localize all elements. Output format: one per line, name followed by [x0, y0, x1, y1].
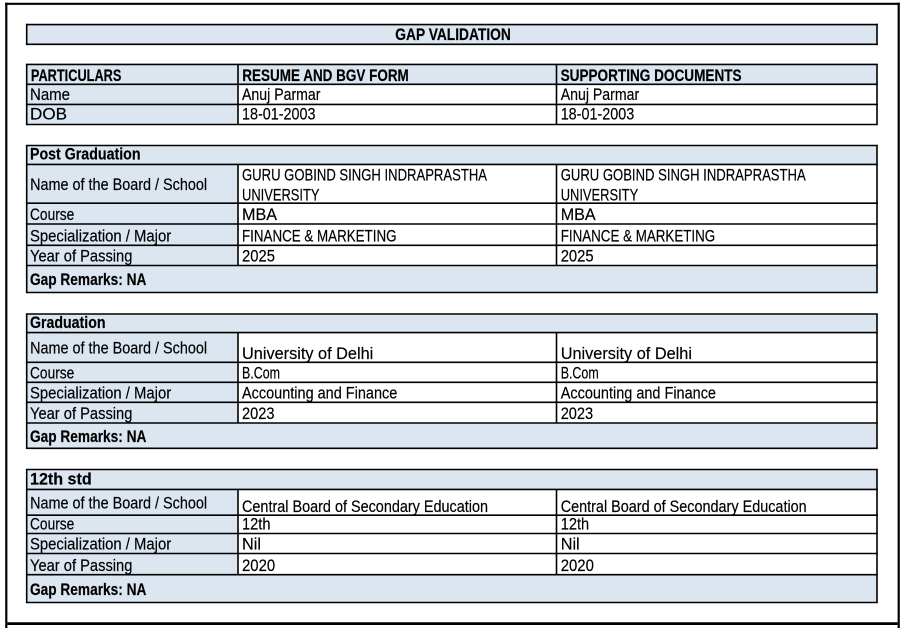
svg-text:MBA: MBA — [561, 205, 597, 224]
svg-text:Specialization / Major: Specialization / Major — [30, 384, 171, 403]
svg-text:Specialization / Major: Specialization / Major — [30, 535, 171, 554]
svg-text:Name of the Board / School: Name of the Board / School — [30, 339, 207, 358]
svg-text:B.Com: B.Com — [561, 364, 599, 383]
svg-text:PARTICULARS: PARTICULARS — [31, 66, 122, 85]
svg-text:Gap Remarks: NA: Gap Remarks: NA — [30, 270, 146, 289]
svg-text:Graduation: Graduation — [30, 313, 106, 332]
svg-text:Gap Remarks: NA: Gap Remarks: NA — [30, 580, 146, 599]
svg-text:18-01-2003: 18-01-2003 — [242, 105, 316, 124]
svg-text:Central Board of Secondary Edu: Central Board of Secondary Education — [242, 497, 488, 516]
svg-text:B.Com: B.Com — [242, 364, 280, 383]
svg-text:DOB: DOB — [30, 105, 67, 124]
svg-text:2025: 2025 — [561, 247, 594, 266]
svg-text:Accounting and Finance: Accounting and Finance — [561, 384, 716, 403]
svg-text:2023: 2023 — [242, 404, 275, 423]
svg-text:Year of Passing: Year of Passing — [30, 247, 132, 266]
svg-text:Gap Remarks: NA: Gap Remarks: NA — [30, 427, 146, 446]
svg-text:2023: 2023 — [561, 404, 594, 423]
svg-text:12th: 12th — [242, 515, 271, 534]
svg-text:Course: Course — [30, 364, 74, 383]
svg-text:Course: Course — [30, 205, 74, 224]
svg-text:Anuj Parmar: Anuj Parmar — [242, 85, 321, 104]
svg-text:Nil: Nil — [561, 535, 580, 554]
svg-text:SUPPORTING DOCUMENTS: SUPPORTING DOCUMENTS — [561, 66, 742, 85]
svg-text:Year of Passing: Year of Passing — [30, 556, 132, 575]
svg-text:GURU GOBIND SINGH INDRAPRASTHA: GURU GOBIND SINGH INDRAPRASTHA — [561, 165, 807, 184]
svg-text:Name of the Board / School: Name of the Board / School — [30, 175, 207, 194]
svg-text:12th std: 12th std — [30, 470, 92, 489]
svg-text:Year of Passing: Year of Passing — [30, 404, 132, 423]
svg-text:GURU GOBIND SINGH INDRAPRASTHA: GURU GOBIND SINGH INDRAPRASTHA — [242, 165, 488, 184]
svg-text:Post Graduation: Post Graduation — [30, 145, 141, 164]
svg-text:Name of the Board / School: Name of the Board / School — [30, 494, 207, 513]
svg-text:FINANCE & MARKETING: FINANCE & MARKETING — [561, 227, 716, 246]
svg-text:University of Delhi: University of Delhi — [561, 344, 692, 363]
svg-text:18-01-2003: 18-01-2003 — [561, 105, 635, 124]
svg-text:FINANCE & MARKETING: FINANCE & MARKETING — [242, 227, 397, 246]
svg-text:Nil: Nil — [242, 535, 261, 554]
svg-text:2020: 2020 — [561, 556, 594, 575]
svg-text:Name: Name — [30, 85, 70, 104]
svg-text:RESUME AND BGV FORM: RESUME AND BGV FORM — [242, 66, 408, 85]
svg-text:UNIVERSITY: UNIVERSITY — [561, 186, 639, 205]
svg-text:Anuj Parmar: Anuj Parmar — [561, 85, 640, 104]
svg-text:2025: 2025 — [242, 247, 275, 266]
svg-text:Course: Course — [30, 515, 74, 534]
svg-text:Accounting and Finance: Accounting and Finance — [242, 384, 397, 403]
svg-text:2020: 2020 — [242, 556, 275, 575]
svg-text:12th: 12th — [561, 515, 590, 534]
svg-text:Central Board of Secondary Edu: Central Board of Secondary Education — [561, 497, 807, 516]
svg-text:MBA: MBA — [242, 205, 278, 224]
svg-text:UNIVERSITY: UNIVERSITY — [242, 186, 320, 205]
svg-text:GAP VALIDATION: GAP VALIDATION — [395, 25, 511, 44]
svg-text:University of Delhi: University of Delhi — [242, 344, 373, 363]
svg-text:Specialization / Major: Specialization / Major — [30, 227, 171, 246]
